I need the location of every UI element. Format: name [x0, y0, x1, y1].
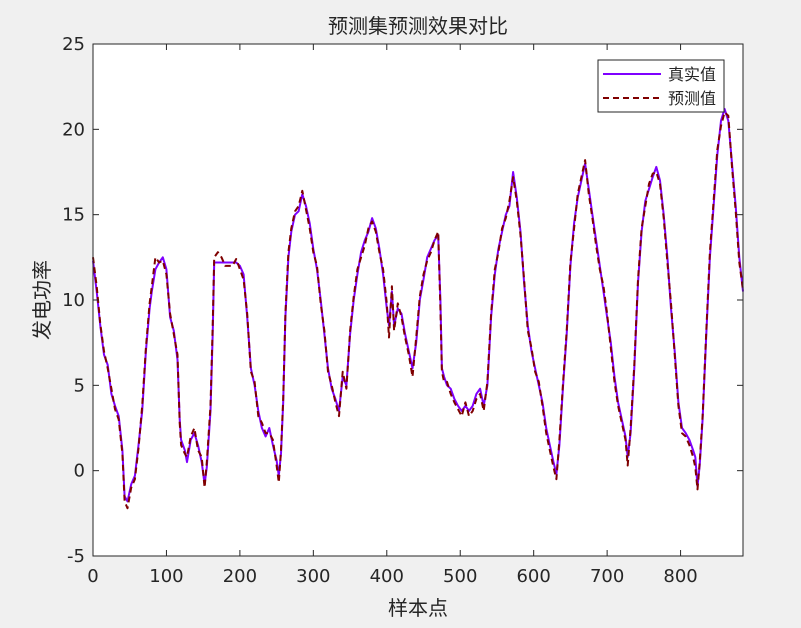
- y-tick-label: 10: [62, 290, 85, 311]
- y-axis-label: 发电功率: [30, 260, 54, 340]
- x-tick-label: 200: [223, 566, 257, 587]
- series-line-predicted: [92, 111, 744, 510]
- x-axis-label: 样本点: [388, 596, 448, 620]
- y-tick-label: 25: [62, 34, 85, 55]
- legend-label-predicted: 预测值: [668, 89, 716, 108]
- series-layer: [92, 107, 744, 510]
- legend-box: [597, 59, 725, 113]
- y-tick-label: 15: [62, 205, 85, 226]
- x-tick-label: 600: [516, 566, 550, 587]
- chart-title: 预测集预测效果对比: [328, 14, 508, 38]
- x-tick-label: 100: [149, 566, 183, 587]
- legend: 真实值 预测值: [597, 59, 725, 113]
- x-tick-label: 0: [87, 566, 98, 587]
- y-tick-label: 0: [74, 461, 85, 482]
- x-tick-label: 400: [370, 566, 404, 587]
- y-tick-label: 5: [74, 375, 85, 396]
- x-tick-label: 500: [443, 566, 477, 587]
- x-tick-label: 700: [590, 566, 624, 587]
- plot-area: [93, 44, 743, 556]
- legend-label-real: 真实值: [668, 65, 716, 84]
- x-tick-label: 800: [663, 566, 697, 587]
- x-tick-label: 300: [296, 566, 330, 587]
- y-tick-label: -5: [67, 546, 85, 567]
- y-tick-label: 20: [62, 119, 85, 140]
